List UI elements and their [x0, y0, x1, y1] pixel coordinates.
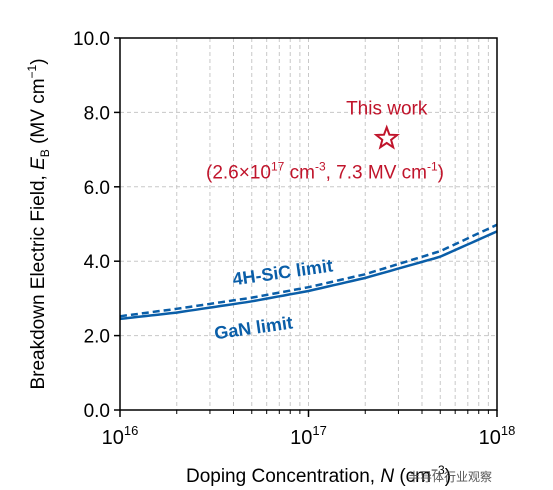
x-axis-label-exp: −3: [431, 463, 445, 477]
series-line-4h-sic: [119, 223, 498, 318]
x-axis-label-unit: (cm: [394, 466, 431, 487]
y-tick-label: 4.0: [84, 252, 110, 273]
y-axis-label-var: E: [28, 157, 49, 170]
x-axis-label: Doping Concentration, N (cm−3): [186, 463, 451, 487]
series-line-gan: [119, 230, 498, 321]
y-tick-label: 2.0: [84, 327, 110, 348]
y-axis-label: Breakdown Electric Field, EB (MV cm−1): [25, 58, 52, 389]
star-marker: [373, 124, 400, 150]
annotations: This work (2.6×1017 cm-3, 7.3 MV cm-1): [206, 98, 444, 183]
y-axis-label-main: Breakdown Electric Field,: [28, 170, 49, 390]
ticks: 0.0 2.0 4.0 6.0 8.0 10.0 1016 1017 1018: [73, 29, 515, 449]
x-tick-label: 1016: [102, 423, 139, 449]
y-tick-label: 10.0: [73, 29, 110, 50]
this-work-label: This work: [346, 98, 428, 119]
y-axis-label-unit: (MV cm: [28, 78, 49, 149]
x-tick-label: 1017: [290, 423, 327, 449]
watermark: 半导体行业观察: [408, 470, 493, 484]
x-axis-label-close: ): [445, 466, 451, 487]
y-tick-label: 8.0: [84, 103, 110, 124]
x-axis-label-main: Doping Concentration,: [186, 466, 380, 487]
x-tick-label: 1018: [479, 423, 516, 449]
y-axis-label-sub: B: [38, 149, 52, 157]
series-label-gan: GaN limit: [213, 312, 294, 343]
y-tick-label: 6.0: [84, 178, 110, 199]
y-axis-label-close: ): [28, 58, 49, 64]
grid: [120, 38, 497, 410]
x-axis-label-var: N: [380, 466, 394, 487]
this-work-coordinates: (2.6×1017 cm-3, 7.3 MV cm-1): [206, 159, 444, 183]
y-tick-label: 0.0: [84, 401, 110, 422]
y-axis-label-exp: −1: [25, 64, 39, 78]
